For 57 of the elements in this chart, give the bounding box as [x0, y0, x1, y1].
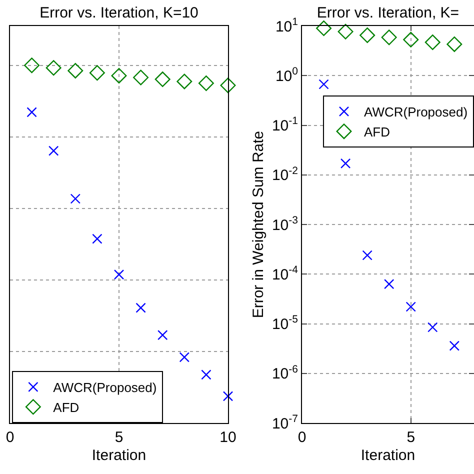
y-tick-label: 10$^{1}$: [275, 16, 298, 36]
point: [92, 234, 102, 244]
y-tick-label: 10$^{-5}$: [272, 314, 298, 333]
point: [428, 322, 438, 332]
point: [136, 302, 146, 313]
legend-label: AWCR(Proposed): [364, 104, 468, 120]
point: [449, 340, 460, 351]
point: [220, 78, 236, 94]
x-tick-label: 0: [6, 429, 14, 446]
point: [318, 79, 329, 90]
point: [362, 250, 372, 260]
point: [406, 302, 416, 312]
point: [446, 36, 462, 52]
x-tick-label: 5: [114, 429, 124, 446]
y-tick-label: 10$^{-4}$: [272, 264, 298, 284]
x-tick-label: 0: [298, 429, 306, 446]
point: [46, 60, 62, 76]
point: [158, 330, 168, 340]
point: [179, 352, 190, 362]
point: [424, 34, 440, 50]
point: [24, 58, 40, 74]
chart-title: Error vs. Iteration, K=: [316, 4, 460, 22]
point: [384, 278, 394, 290]
point: [114, 269, 124, 280]
point: [70, 194, 80, 204]
point: [381, 30, 397, 46]
x-tick-label: 10: [220, 429, 236, 446]
y-axis-title: Error in Weighted Sum Rate: [250, 130, 268, 318]
point: [198, 75, 214, 91]
point: [133, 70, 149, 86]
point: [201, 370, 212, 380]
legend-label: AWCR(Proposed): [53, 380, 157, 396]
point: [403, 32, 419, 48]
point: [316, 20, 332, 36]
point: [154, 72, 170, 88]
y-tick-label: 10$^{-2}$: [272, 164, 298, 184]
chart-title: Error vs. Iteration, K=10: [40, 4, 198, 22]
y-tick-label: 10$^{-1}$: [272, 115, 298, 134]
point: [111, 68, 127, 84]
point: [68, 62, 84, 78]
y-tick-label: 10$^{-6}$: [272, 363, 298, 383]
x-tick-label: 5: [406, 429, 416, 446]
legend-label: AFD: [364, 124, 390, 140]
point: [26, 107, 37, 118]
point: [360, 28, 376, 44]
point: [176, 74, 192, 90]
legend-label: AFD: [53, 400, 80, 415]
x-axis-title: Iteration: [360, 447, 416, 464]
point: [338, 24, 354, 40]
y-tick-label: 10$^{0}$: [275, 66, 298, 85]
point: [89, 65, 105, 81]
point: [48, 146, 59, 156]
point: [340, 158, 351, 169]
x-axis-title: Iteration: [92, 447, 146, 464]
y-tick-label: 10$^{-3}$: [272, 214, 298, 234]
y-tick-label: 10$^{-7}$: [272, 412, 298, 432]
point: [222, 391, 234, 402]
